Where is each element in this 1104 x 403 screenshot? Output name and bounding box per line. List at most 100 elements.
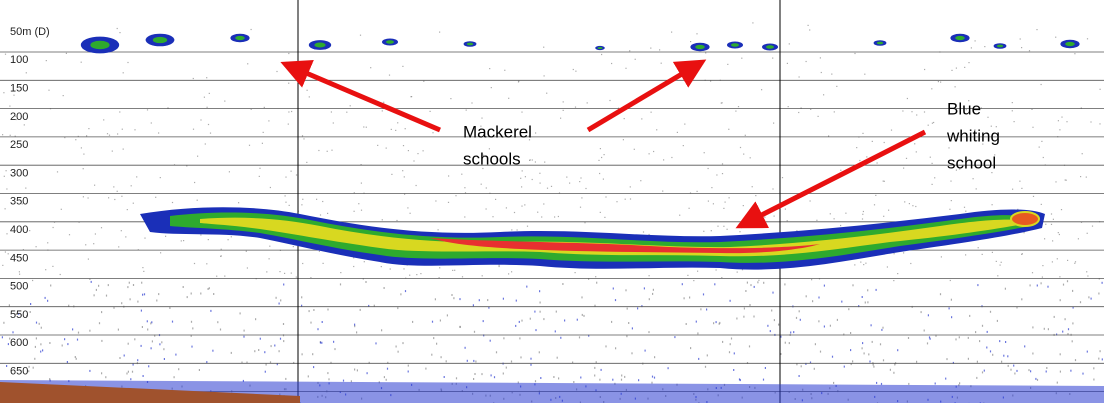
noise-dot (158, 132, 159, 133)
school-core (314, 43, 325, 48)
noise-dot (89, 330, 90, 332)
noise-dot (312, 353, 313, 355)
noise-dot (76, 358, 77, 360)
noise-dot (158, 293, 159, 295)
school-core (1065, 42, 1075, 46)
noise-dot (5, 251, 6, 252)
noise-dot (1046, 367, 1047, 369)
noise-dot (108, 284, 109, 286)
noise-dot (271, 345, 272, 347)
noise-dot (1063, 284, 1064, 286)
noise-dot (1061, 117, 1062, 118)
noise-dot (916, 361, 917, 363)
noise-dot (1032, 272, 1033, 273)
noise-dot (1021, 188, 1022, 189)
noise-dot (210, 310, 211, 312)
annotation: school (947, 153, 996, 172)
noise-dot (309, 310, 310, 312)
noise-dot (696, 33, 697, 34)
noise-dot (88, 128, 89, 129)
noise-dot (612, 379, 613, 381)
noise-dot (856, 147, 857, 148)
noise-dot (868, 353, 869, 355)
noise-dot (690, 77, 691, 78)
noise-dot (141, 310, 142, 312)
noise-dot (340, 283, 341, 285)
noise-dot (1030, 370, 1031, 372)
noise-dot (916, 114, 917, 115)
noise-dot (1035, 378, 1036, 380)
noise-dot (291, 273, 292, 274)
noise-dot (32, 280, 33, 281)
noise-dot (621, 375, 622, 377)
school-core (467, 43, 473, 46)
noise-dot (403, 268, 404, 269)
noise-dot (601, 54, 602, 55)
noise-dot (416, 274, 417, 275)
noise-dot (137, 301, 138, 303)
noise-dot (384, 376, 385, 378)
noise-dot (770, 330, 771, 332)
noise-dot (1016, 370, 1017, 372)
noise-dot (563, 101, 564, 102)
noise-dot (384, 287, 385, 289)
noise-dot (684, 297, 685, 299)
noise-dot (907, 98, 908, 99)
noise-dot (951, 200, 952, 201)
noise-dot (293, 246, 294, 247)
noise-dot (3, 92, 4, 93)
noise-dot (537, 212, 538, 213)
noise-dot (105, 376, 106, 378)
noise-dot (302, 263, 303, 264)
noise-dot (147, 109, 148, 110)
noise-dot (172, 202, 173, 203)
noise-dot (948, 147, 949, 148)
noise-dot (118, 329, 119, 331)
noise-dot (927, 342, 928, 344)
noise-dot (361, 183, 362, 184)
noise-dot (540, 183, 541, 184)
depth-label: 500 (10, 281, 28, 293)
noise-dot (386, 379, 387, 381)
noise-dot (346, 112, 347, 113)
noise-dot (328, 378, 329, 380)
noise-dot (733, 369, 734, 371)
noise-dot (873, 364, 874, 366)
noise-dot (705, 52, 706, 53)
noise-dot (444, 376, 445, 378)
noise-dot (263, 132, 264, 133)
noise-dot (1059, 276, 1060, 277)
noise-dot (212, 350, 213, 352)
noise-dot (743, 154, 744, 155)
noise-dot (205, 143, 206, 144)
noise-dot (730, 343, 731, 345)
noise-dot (279, 303, 280, 305)
noise-dot (508, 98, 509, 99)
noise-dot (396, 220, 397, 221)
noise-dot (689, 208, 690, 209)
noise-dot (141, 282, 142, 284)
annotation: schools (463, 149, 521, 168)
noise-dot (285, 202, 286, 203)
noise-dot (1055, 37, 1056, 38)
noise-dot (343, 380, 344, 382)
noise-dot (821, 72, 822, 73)
noise-dot (447, 314, 448, 316)
noise-dot (535, 132, 536, 133)
noise-dot (708, 201, 709, 202)
noise-dot (891, 130, 892, 131)
noise-dot (1021, 298, 1022, 300)
noise-dot (228, 239, 229, 240)
noise-dot (605, 345, 606, 347)
noise-dot (288, 53, 289, 54)
noise-dot (890, 369, 891, 371)
noise-dot (366, 127, 367, 128)
school-core (153, 37, 167, 43)
noise-dot (1041, 84, 1042, 85)
noise-dot (1051, 224, 1052, 225)
noise-dot (395, 130, 396, 131)
noise-dot (144, 238, 145, 239)
noise-dot (730, 300, 731, 302)
noise-dot (949, 307, 950, 309)
noise-dot (83, 168, 84, 169)
